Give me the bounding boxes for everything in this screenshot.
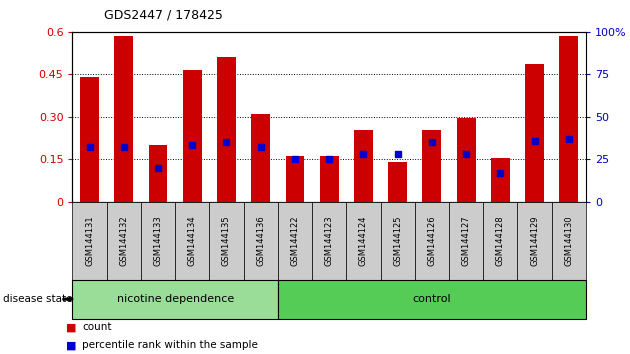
- Text: count: count: [82, 322, 112, 332]
- Text: control: control: [413, 294, 451, 304]
- Text: GSM144132: GSM144132: [119, 215, 129, 266]
- Text: GSM144122: GSM144122: [290, 216, 299, 266]
- Text: GSM144133: GSM144133: [154, 215, 163, 266]
- Text: GSM144125: GSM144125: [393, 216, 402, 266]
- Bar: [457, 118, 476, 202]
- Text: percentile rank within the sample: percentile rank within the sample: [82, 340, 258, 350]
- Text: ■: ■: [66, 340, 77, 350]
- Bar: [251, 114, 270, 202]
- Bar: [115, 36, 133, 202]
- Text: ■: ■: [66, 322, 77, 332]
- Bar: [183, 70, 202, 202]
- Text: GSM144126: GSM144126: [427, 215, 437, 266]
- Text: GDS2447 / 178425: GDS2447 / 178425: [104, 8, 223, 21]
- Text: GSM144130: GSM144130: [564, 215, 573, 266]
- Text: disease state: disease state: [3, 294, 72, 304]
- Bar: [388, 162, 407, 202]
- Bar: [80, 77, 99, 202]
- Text: GSM144127: GSM144127: [462, 215, 471, 266]
- Bar: [525, 64, 544, 202]
- Text: GSM144135: GSM144135: [222, 215, 231, 266]
- Text: GSM144128: GSM144128: [496, 215, 505, 266]
- Text: nicotine dependence: nicotine dependence: [117, 294, 234, 304]
- Bar: [320, 156, 338, 202]
- Bar: [217, 57, 236, 202]
- Bar: [149, 145, 168, 202]
- Bar: [423, 130, 441, 202]
- Text: GSM144136: GSM144136: [256, 215, 265, 266]
- Text: GSM144134: GSM144134: [188, 215, 197, 266]
- Text: GSM144129: GSM144129: [530, 216, 539, 266]
- Text: GSM144131: GSM144131: [85, 215, 94, 266]
- Bar: [491, 158, 510, 202]
- Bar: [559, 36, 578, 202]
- Bar: [285, 156, 304, 202]
- Text: GSM144124: GSM144124: [359, 216, 368, 266]
- Bar: [354, 130, 373, 202]
- Text: GSM144123: GSM144123: [324, 215, 334, 266]
